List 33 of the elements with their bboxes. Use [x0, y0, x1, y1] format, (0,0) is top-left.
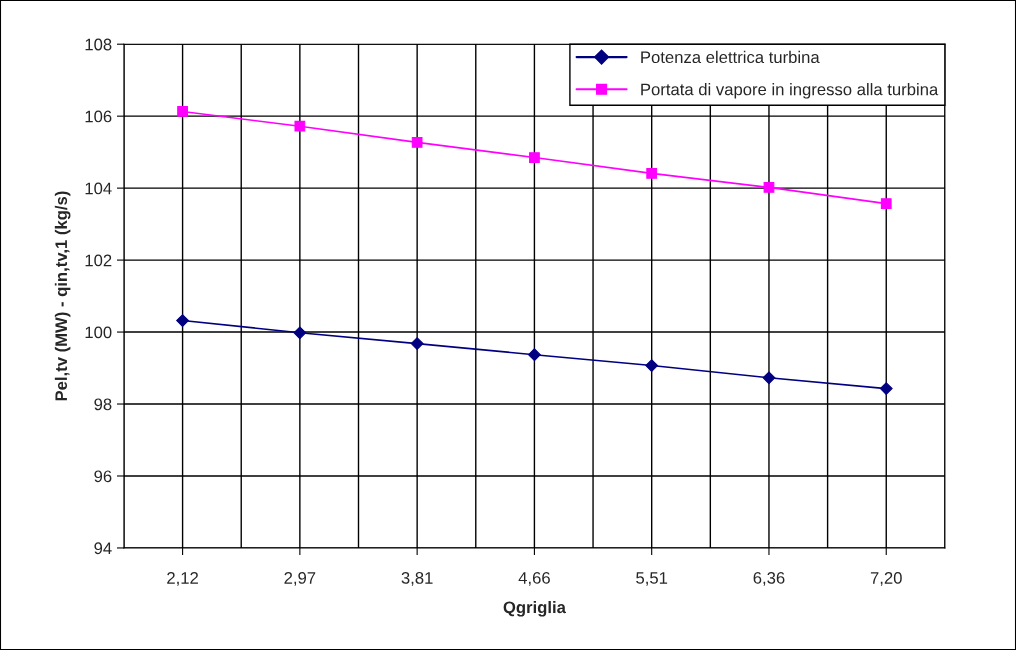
x-tick-label: 2,97	[284, 572, 316, 586]
y-tick-label: 102	[85, 254, 112, 267]
x-tick-label: 3,81	[401, 572, 433, 586]
point	[763, 182, 775, 193]
y-tick-label: 108	[85, 38, 112, 51]
x-axis-title: Qgriglia	[503, 600, 567, 617]
x-tick-label: 5,51	[636, 572, 668, 586]
x-tick-label: 2,12	[167, 572, 198, 586]
x-tick-label: 6,36	[753, 572, 785, 586]
point	[293, 326, 307, 340]
point	[646, 168, 658, 179]
point	[529, 152, 540, 163]
y-tick-label: 94	[94, 542, 112, 555]
point	[880, 198, 892, 209]
y-axis-title: Pel,tv (MW) - qin,tv,1 (kg/s)	[54, 191, 71, 401]
y-tick-label: 96	[94, 470, 112, 483]
point	[410, 337, 424, 350]
x-tick-label: 7,20	[870, 572, 902, 586]
y-tick-label: 106	[85, 110, 112, 123]
point	[645, 359, 659, 372]
y-tick-label: 98	[94, 398, 112, 411]
legend-label: Potenza elettrica turbina	[641, 50, 820, 64]
point	[528, 348, 541, 362]
point	[177, 106, 188, 117]
point	[294, 120, 306, 132]
point	[411, 137, 423, 148]
point	[176, 314, 189, 327]
x-tick-label: 4,66	[518, 572, 550, 586]
point	[879, 382, 893, 395]
legend-label: Portata di vapore in ingresso alla turbina	[641, 83, 939, 99]
point	[762, 371, 776, 385]
y-tick-label: 100	[85, 326, 112, 339]
y-tick-label: 104	[85, 182, 112, 195]
